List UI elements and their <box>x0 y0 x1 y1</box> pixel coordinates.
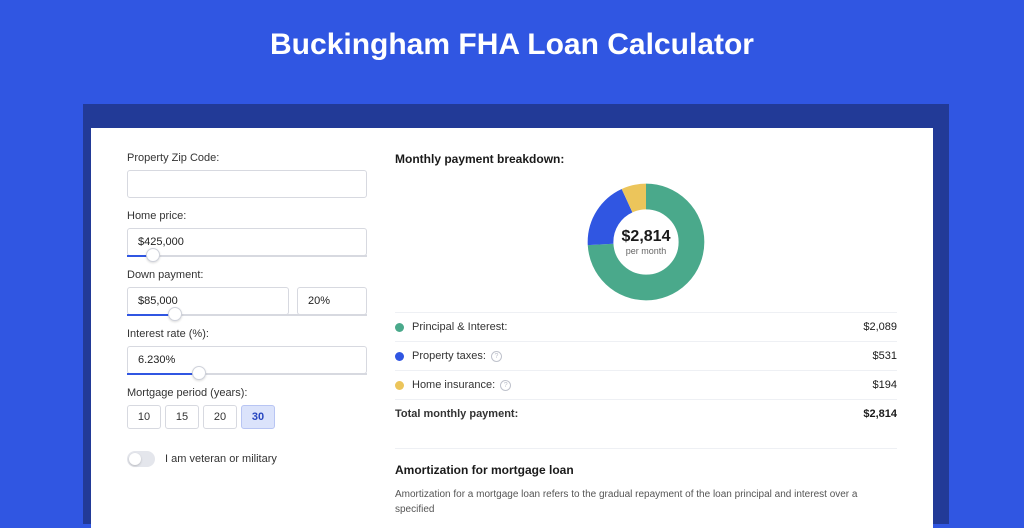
zip-field: Property Zip Code: <box>127 152 367 198</box>
veteran-row: I am veteran or military <box>127 451 367 467</box>
donut-wrap: $2,814 per month <box>395 176 897 312</box>
breakdown-row: Home insurance:? $194 <box>395 370 897 399</box>
home-price-slider[interactable] <box>127 255 367 257</box>
down-payment-field: Down payment: <box>127 269 367 316</box>
breakdown-panel: Monthly payment breakdown: $2,814 per mo… <box>395 152 897 528</box>
legend-swatch <box>395 352 404 361</box>
mortgage-period-label: Mortgage period (years): <box>127 387 367 399</box>
payment-donut-chart: $2,814 per month <box>586 182 706 302</box>
calculator-card: Property Zip Code: Home price: Down paym… <box>91 128 933 528</box>
legend-swatch <box>395 323 404 332</box>
total-label: Total monthly payment: <box>395 408 518 420</box>
period-btn-15[interactable]: 15 <box>165 405 199 429</box>
period-btn-20[interactable]: 20 <box>203 405 237 429</box>
down-payment-slider-thumb[interactable] <box>168 307 182 321</box>
breakdown-row: Property taxes:? $531 <box>395 341 897 370</box>
legend-swatch <box>395 381 404 390</box>
toggle-knob <box>129 453 141 465</box>
total-amount: $2,814 <box>863 408 897 420</box>
amortization-section: Amortization for mortgage loan Amortizat… <box>395 448 897 517</box>
breakdown-row-label: Home insurance: <box>412 379 495 391</box>
breakdown-row-amount: $2,089 <box>863 321 897 333</box>
zip-input[interactable] <box>127 170 367 198</box>
inputs-panel: Property Zip Code: Home price: Down paym… <box>127 152 367 528</box>
down-payment-slider[interactable] <box>127 314 367 316</box>
amortization-title: Amortization for mortgage loan <box>395 463 897 477</box>
home-price-label: Home price: <box>127 210 367 222</box>
down-payment-amount-input[interactable] <box>127 287 289 315</box>
breakdown-row-label: Principal & Interest: <box>412 321 507 333</box>
zip-label: Property Zip Code: <box>127 152 367 164</box>
breakdown-row-amount: $531 <box>873 350 897 362</box>
home-price-input[interactable] <box>127 228 367 256</box>
interest-rate-label: Interest rate (%): <box>127 328 367 340</box>
home-price-field: Home price: <box>127 210 367 257</box>
interest-rate-input[interactable] <box>127 346 367 374</box>
down-payment-percent-input[interactable] <box>297 287 367 315</box>
info-icon[interactable]: ? <box>500 380 511 391</box>
breakdown-row-amount: $194 <box>873 379 897 391</box>
veteran-toggle[interactable] <box>127 451 155 467</box>
breakdown-row-label: Property taxes: <box>412 350 486 362</box>
page-title: Buckingham FHA Loan Calculator <box>0 0 1024 82</box>
donut-center-sub: per month <box>622 246 671 256</box>
interest-rate-slider[interactable] <box>127 373 367 375</box>
period-btn-10[interactable]: 10 <box>127 405 161 429</box>
info-icon[interactable]: ? <box>491 351 502 362</box>
breakdown-title: Monthly payment breakdown: <box>395 152 897 166</box>
amortization-text: Amortization for a mortgage loan refers … <box>395 487 897 517</box>
breakdown-total-row: Total monthly payment: $2,814 <box>395 399 897 428</box>
interest-rate-slider-thumb[interactable] <box>192 366 206 380</box>
home-price-slider-thumb[interactable] <box>146 248 160 262</box>
breakdown-row: Principal & Interest: $2,089 <box>395 312 897 341</box>
interest-rate-field: Interest rate (%): <box>127 328 367 375</box>
period-btn-30[interactable]: 30 <box>241 405 275 429</box>
down-payment-label: Down payment: <box>127 269 367 281</box>
mortgage-period-field: Mortgage period (years): 10152030 <box>127 387 367 429</box>
veteran-label: I am veteran or military <box>165 453 277 465</box>
donut-center-value: $2,814 <box>622 228 671 246</box>
